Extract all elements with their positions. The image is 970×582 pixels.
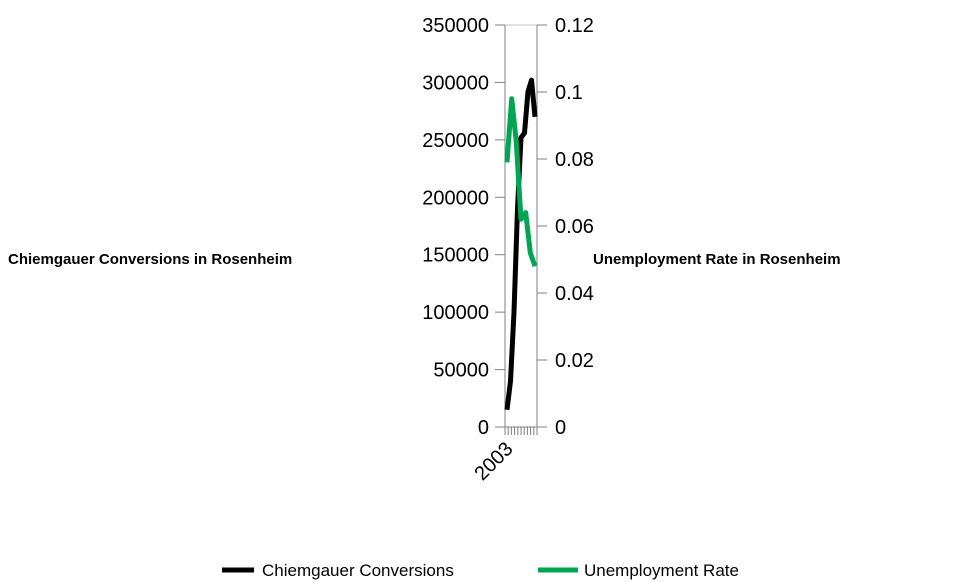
left-axis-tick-label: 0 [478,417,489,439]
left-axis-tick-label: 350000 [422,15,489,37]
right-axis-tick-label: 0.12 [555,15,594,37]
legend-label-unemployment: Unemployment Rate [584,561,739,580]
x-axis-tick-label: 2003 [471,438,518,485]
right-axis-tick-label: 0 [555,417,566,439]
left-axis-tick-label: 200000 [422,187,489,209]
right-y-axis: 0 0.02 0.04 0.06 0.08 0.1 0.12 [536,15,594,439]
series-line-chiemgauer-conversions [504,77,538,411]
left-axis-tick-label: 150000 [422,245,489,267]
left-axis-title: Chiemgauer Conversions in Rosenheim [8,251,292,268]
right-axis-tick-label: 0.1 [555,82,583,104]
left-axis-tick-label: 300000 [422,72,489,94]
left-axis-tick-label: 50000 [433,360,489,382]
legend-label-chiemgauer: Chiemgauer Conversions [262,561,454,580]
right-axis-tick-label: 0.02 [555,350,594,372]
right-axis-title: Unemployment Rate in Rosenheim [593,251,841,268]
series-layer [504,77,538,411]
right-axis-tick-label: 0.04 [555,283,594,305]
left-axis-tick-label: 250000 [422,130,489,152]
left-axis-tick-label: 100000 [422,302,489,324]
left-y-axis: 0 50000 100000 150000 200000 250000 300000 3500… [422,15,506,439]
right-axis-tick-label: 0.08 [555,149,594,171]
legend: Chiemgauer Conversions Unemployment Rate [222,561,739,580]
right-axis-tick-label: 0.06 [555,216,594,238]
series-line-unemployment-rate [504,96,538,268]
